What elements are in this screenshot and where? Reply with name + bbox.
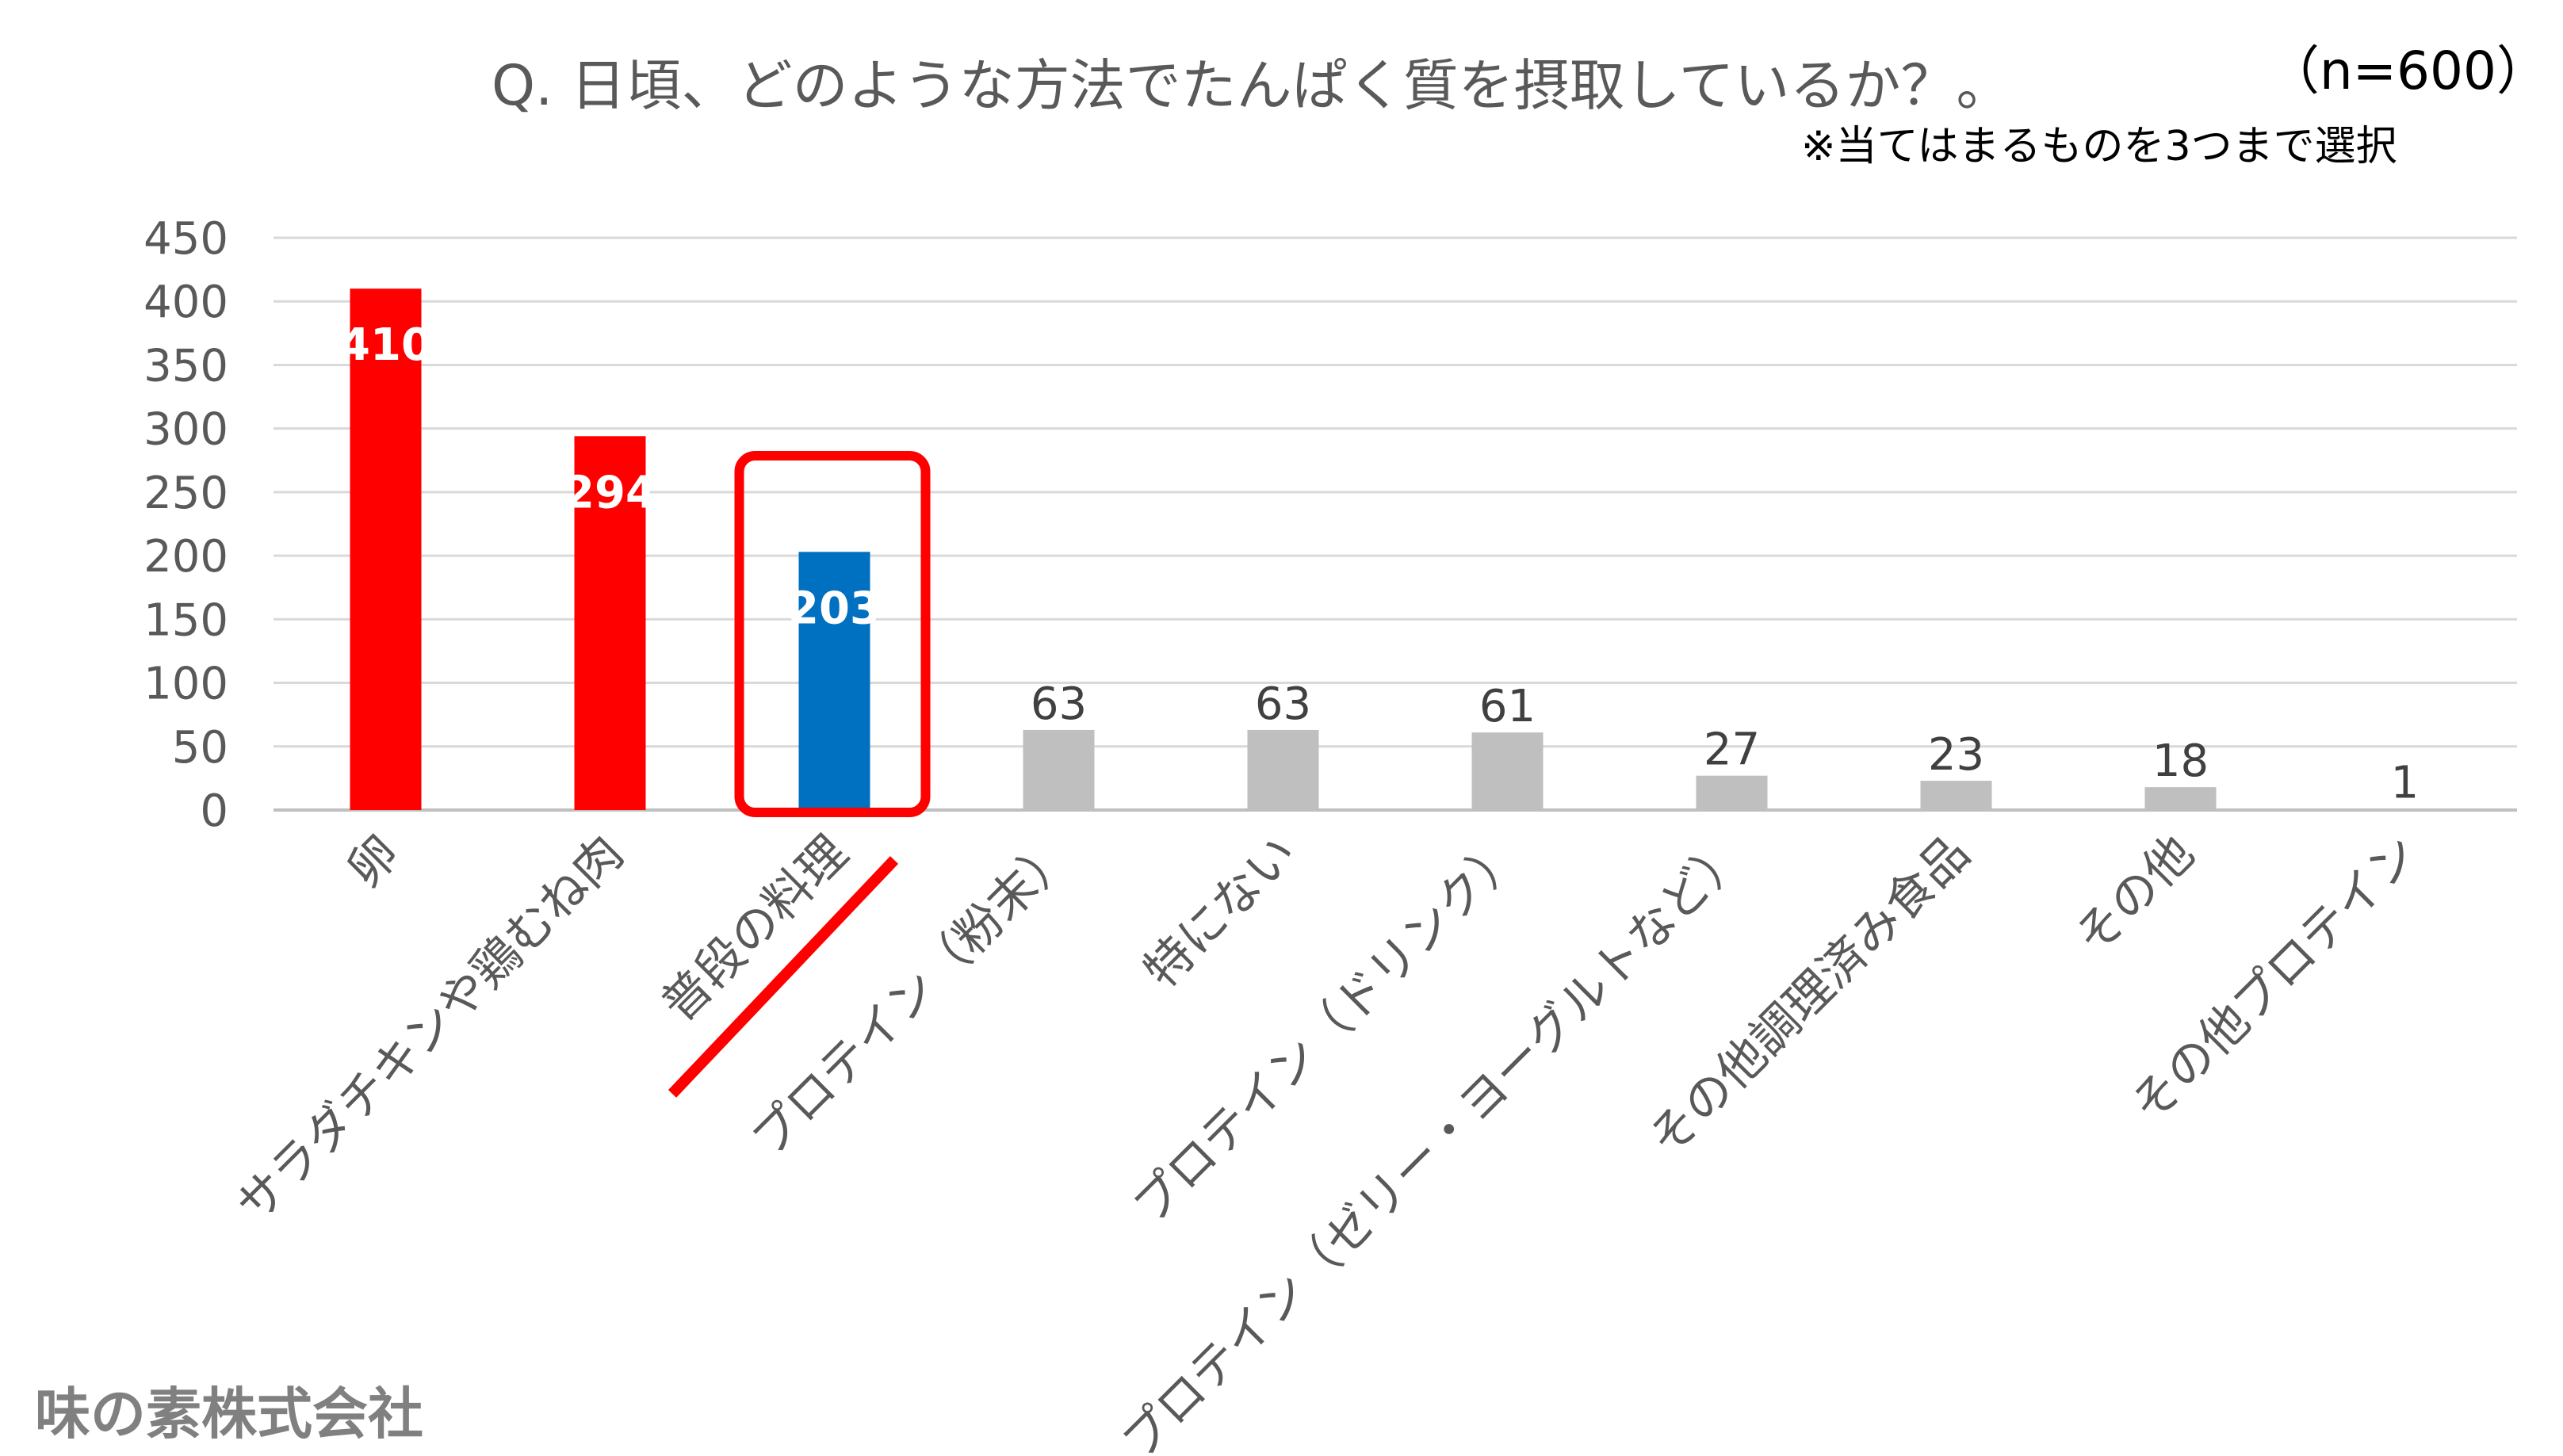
x-tick-label: その他: [2064, 825, 2205, 965]
source-credit: 味の素株式会社: [35, 1381, 423, 1446]
x-tick-label: サラダチキンや鶏むね肉: [226, 825, 634, 1233]
y-tick-label: 150: [143, 594, 228, 646]
highlight-box: [734, 451, 931, 817]
bar-1: [350, 289, 422, 811]
y-tick-label: 200: [143, 531, 228, 583]
data-label: 203: [788, 583, 881, 634]
x-tick-label: 特にない: [1134, 825, 1307, 999]
data-label: 1: [2391, 757, 2420, 808]
data-label: 23: [1928, 729, 1984, 781]
bar-10: [2369, 808, 2441, 810]
bar-8: [1920, 781, 1992, 810]
y-tick-label: 400: [143, 277, 228, 328]
data-label: 410: [339, 319, 432, 371]
bar-7: [1696, 775, 1768, 810]
bar-5: [1247, 729, 1319, 810]
chart-title: Q. 日頃、どのような方法でたんぱく質を摂取しているか？。: [492, 53, 2012, 118]
highlight-callout: [668, 451, 931, 1098]
bars: [350, 289, 2441, 811]
bar-6: [1471, 732, 1544, 810]
bar-2: [574, 436, 646, 810]
highlight-underline: [668, 856, 899, 1098]
y-tick-label: 450: [143, 213, 228, 265]
y-tick-label: 250: [143, 468, 228, 519]
y-tick-label: 350: [143, 340, 228, 392]
data-label: 18: [2152, 736, 2209, 787]
data-label: 63: [1031, 678, 1087, 730]
x-tick-label: 卵: [337, 825, 410, 898]
data-label: 63: [1255, 678, 1311, 730]
data-label: 27: [1704, 724, 1760, 776]
selection-note: ※当てはまるものを3つまで選択: [1801, 123, 2397, 170]
bar-9: [2144, 787, 2217, 810]
value-labels: 410 294 203 63 63 61 27 23 18 1: [339, 319, 2419, 808]
data-label: 294: [564, 467, 656, 518]
y-tick-label: 50: [172, 722, 228, 774]
data-label: 61: [1479, 681, 1536, 732]
y-tick-label: 300: [143, 404, 228, 456]
y-tick-label: 100: [143, 659, 228, 710]
x-tick-label: プロテイン（ドリンク）: [1123, 825, 1532, 1234]
bar-4: [1023, 729, 1095, 810]
y-tick-label: 0: [200, 785, 228, 837]
y-axis-ticks: 0 50 100 150 200 250 300 350 400 450: [143, 213, 228, 837]
sample-size: （n=600）: [2267, 40, 2549, 101]
bar-3: [798, 552, 870, 810]
gridlines: [274, 236, 2517, 812]
